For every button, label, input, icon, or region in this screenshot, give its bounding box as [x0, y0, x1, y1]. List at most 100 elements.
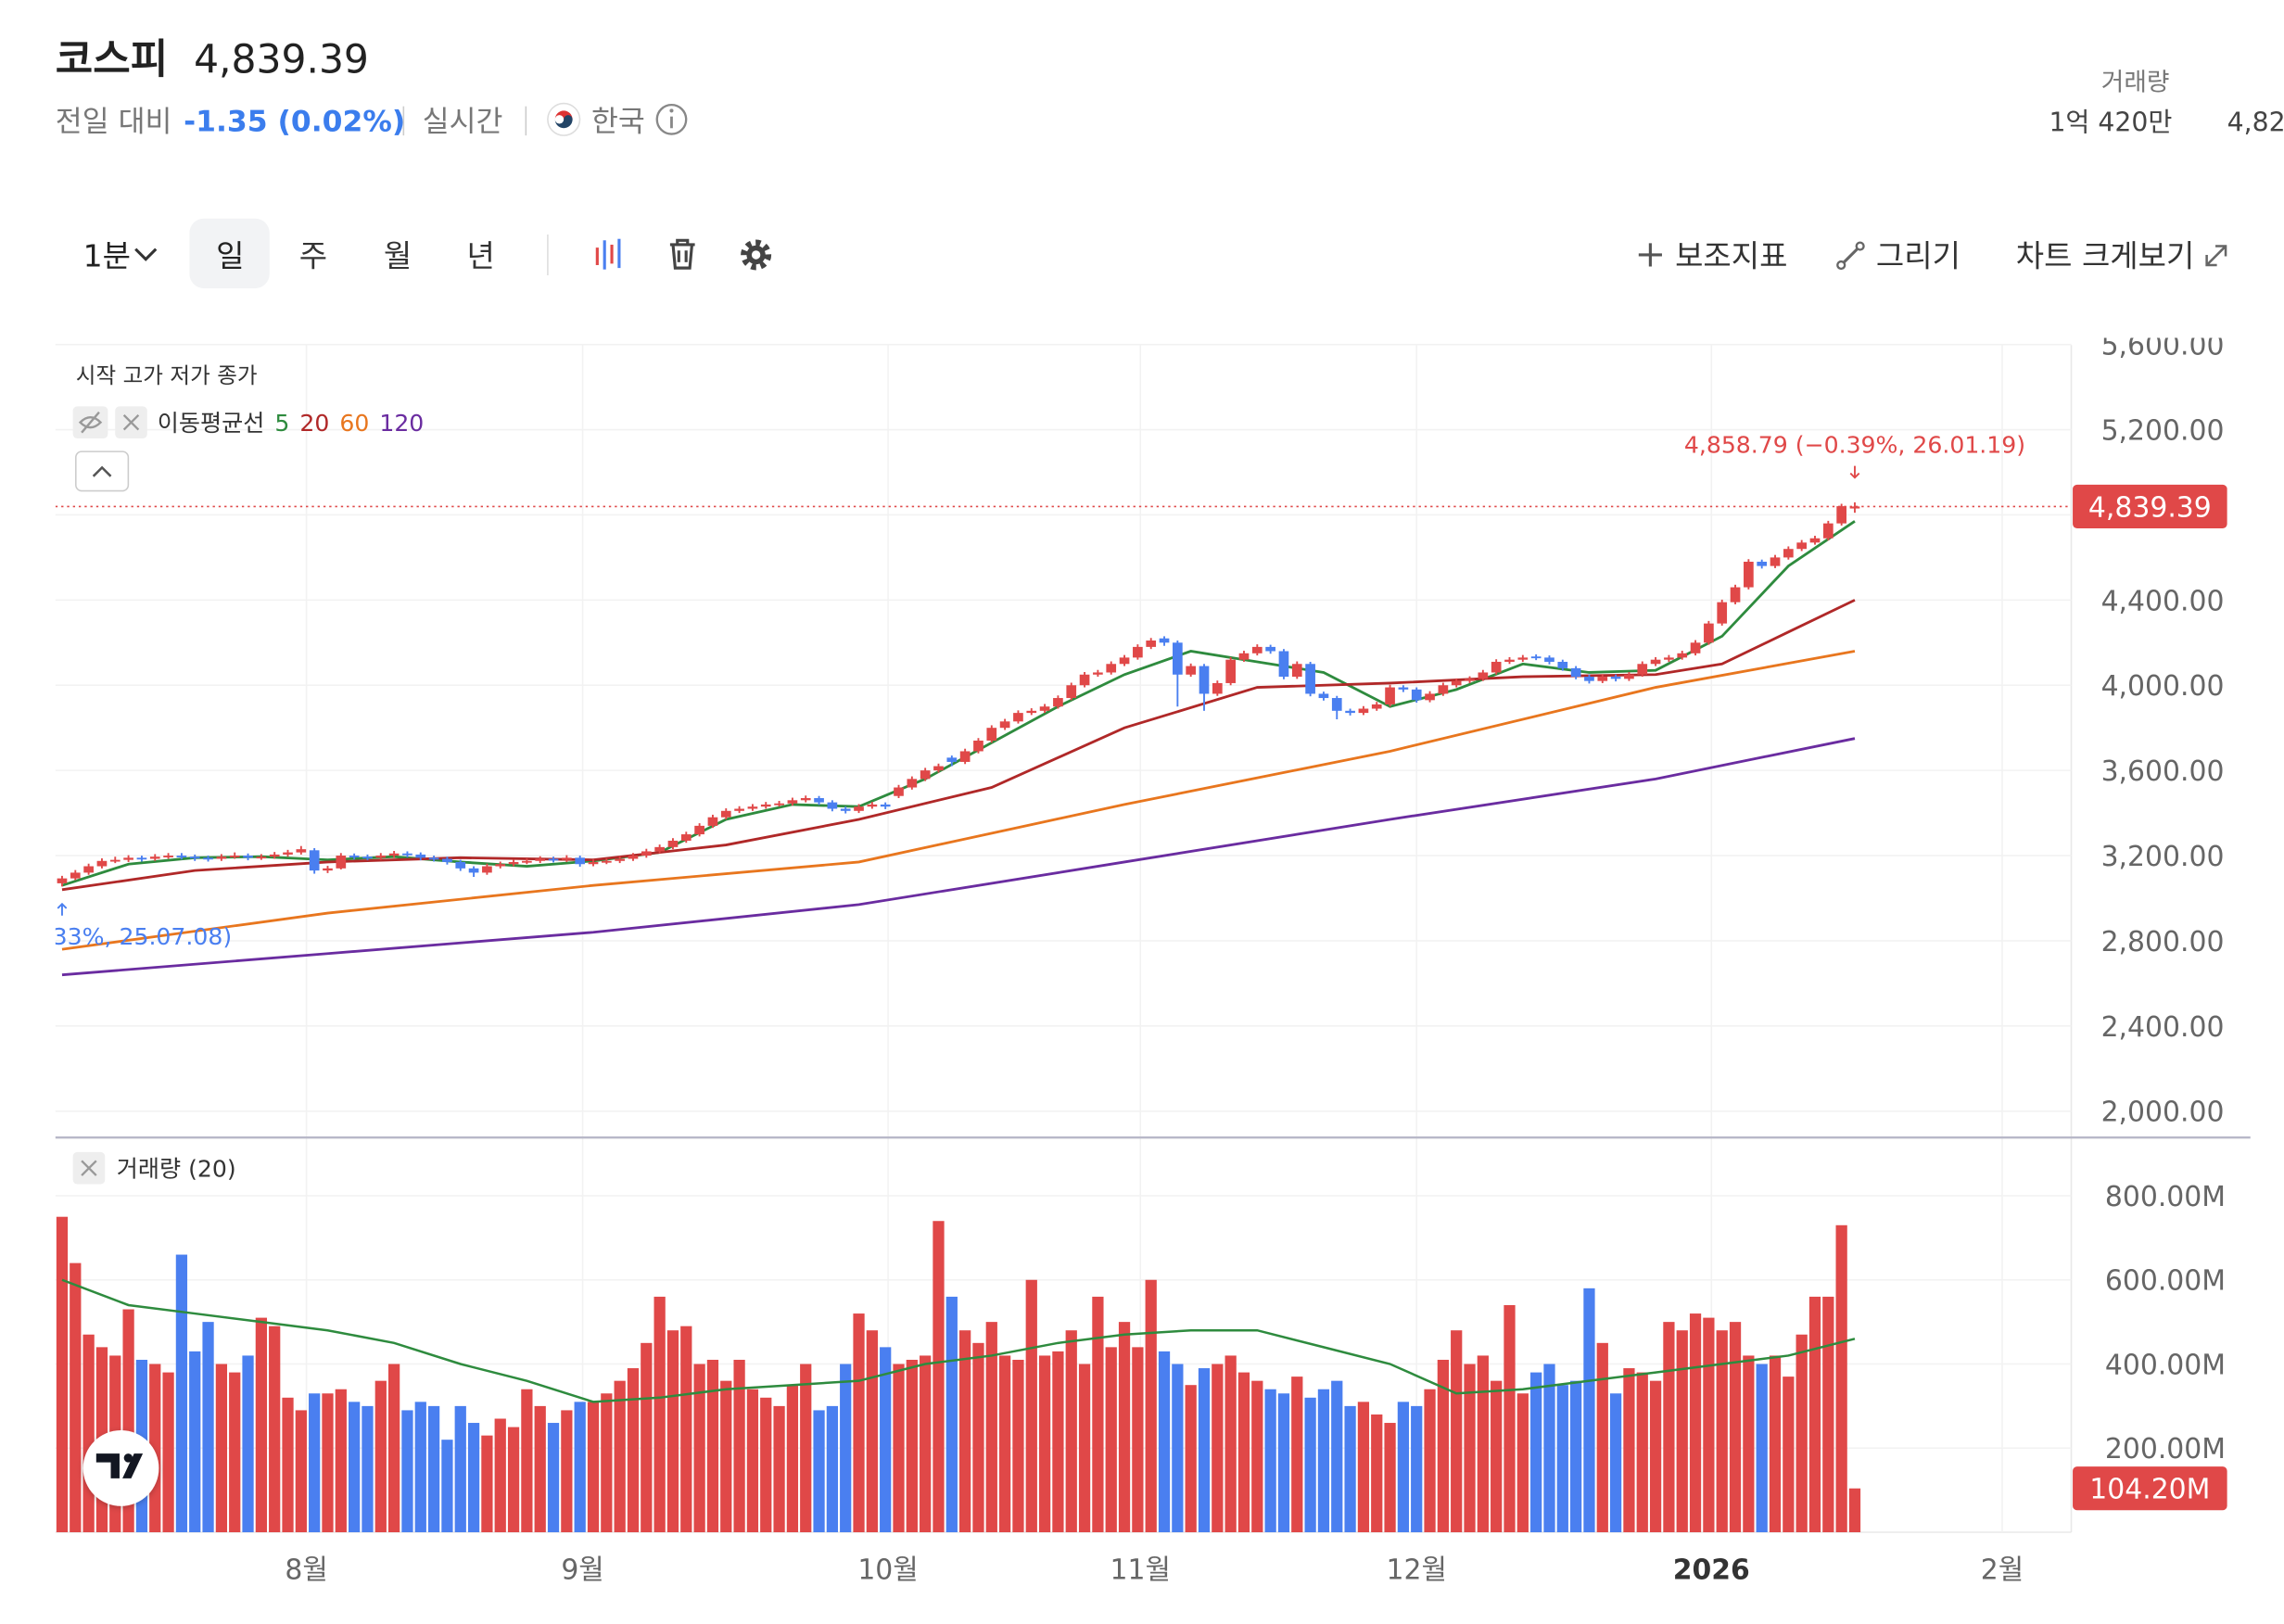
- remove-ma-button[interactable]: [115, 406, 147, 438]
- volume-bar: [998, 1355, 1011, 1533]
- volume-bar: [1172, 1364, 1184, 1533]
- period-tab[interactable]: 일: [216, 238, 244, 274]
- candle-body: [1690, 642, 1701, 653]
- candle-body: [1597, 677, 1608, 681]
- volume-bar: [1835, 1224, 1847, 1533]
- volume-bar: [693, 1364, 705, 1533]
- info-icon[interactable]: [655, 103, 688, 135]
- period-tab[interactable]: 월: [384, 238, 412, 274]
- candle-body: [734, 808, 744, 811]
- volume-bar: [149, 1364, 161, 1533]
- volume-bar: [387, 1364, 400, 1533]
- volume-bar: [1277, 1393, 1290, 1533]
- collapse-button[interactable]: [75, 450, 130, 492]
- volume-bar: [906, 1359, 918, 1533]
- volume-bar: [1331, 1380, 1343, 1533]
- candle-body: [1491, 661, 1502, 673]
- candle-body: [628, 856, 639, 859]
- volume-bar: [1012, 1359, 1024, 1533]
- indicators-button[interactable]: 보조지표: [1638, 238, 1788, 274]
- chart-type-button[interactable]: [595, 238, 621, 270]
- interval-dropdown[interactable]: 1분: [83, 238, 158, 274]
- candle-body: [243, 856, 253, 858]
- candle-body: [388, 853, 400, 856]
- candle-body: [1517, 657, 1529, 660]
- candle-body: [495, 864, 506, 867]
- price-pane: 4,858.79 (−0.39%, 26.01.19) 33%, 25.07.08…: [55, 432, 2072, 977]
- settings-button[interactable]: [741, 239, 772, 271]
- candle-body: [216, 856, 227, 859]
- candle-body: [1318, 693, 1329, 699]
- remove-volume-button[interactable]: [72, 1151, 106, 1185]
- x-tick-label: 9월: [561, 1554, 603, 1586]
- fullscreen-button[interactable]: 차트 크게보기: [2016, 238, 2227, 274]
- volume-bar: [454, 1405, 466, 1533]
- volume-bar: [1808, 1296, 1821, 1533]
- ma-legend-item: 120: [379, 410, 424, 437]
- delete-button[interactable]: [669, 238, 695, 270]
- volume-bar: [521, 1389, 533, 1533]
- volume-bar: [1317, 1389, 1330, 1533]
- candle-body: [362, 856, 373, 859]
- candle-body: [1385, 687, 1395, 704]
- volume-bar: [880, 1347, 892, 1533]
- candle-body: [1544, 657, 1554, 662]
- candle-body: [428, 857, 439, 860]
- period-tab[interactable]: 년: [466, 238, 494, 274]
- volume-bar: [282, 1397, 294, 1533]
- volume-bar: [1703, 1317, 1715, 1533]
- volume-bar: [1530, 1372, 1542, 1533]
- volume-bar: [1848, 1488, 1861, 1533]
- candle-body: [1744, 562, 1754, 588]
- volume-bar: [1583, 1288, 1595, 1533]
- change-label: 전일 대비: [56, 105, 172, 138]
- candle-body: [1199, 666, 1210, 694]
- candle-body: [747, 806, 758, 809]
- volume-bar: [614, 1380, 626, 1533]
- ma-title: 이동평균선: [158, 410, 265, 437]
- candle-body: [1836, 506, 1846, 524]
- candle-body: [800, 798, 811, 801]
- volume-bar: [467, 1423, 480, 1533]
- draw-button[interactable]: 그리기: [1836, 238, 1960, 274]
- volume-bar: [242, 1355, 254, 1533]
- candle-body: [296, 849, 307, 853]
- candle-body: [1159, 638, 1170, 643]
- candle-body: [442, 858, 452, 862]
- tradingview-logo[interactable]: [82, 1430, 159, 1506]
- candle-body: [1265, 646, 1275, 652]
- volume-bar: [175, 1254, 188, 1533]
- volume-bar: [189, 1351, 201, 1533]
- volume-bar: [1464, 1364, 1476, 1533]
- volume-bar: [813, 1410, 825, 1533]
- candle-body: [1251, 646, 1263, 653]
- volume-bar: [1344, 1405, 1356, 1533]
- candle-body: [1822, 523, 1834, 539]
- candle-body: [1013, 713, 1023, 722]
- candle-body: [336, 856, 347, 869]
- volume-bar: [1251, 1380, 1263, 1533]
- candle-body: [814, 798, 824, 803]
- candle-body: [508, 861, 519, 865]
- candle-body: [933, 766, 944, 771]
- candle-body: [535, 858, 546, 861]
- candle-body: [1291, 664, 1302, 678]
- candle-body: [654, 846, 665, 852]
- candle-body: [1106, 664, 1117, 673]
- candle-body: [1730, 587, 1741, 603]
- high-annotation: 4,858.79 (−0.39%, 26.01.19): [1684, 432, 2025, 459]
- volume-bar: [1065, 1330, 1077, 1533]
- candle-body: [1212, 682, 1223, 694]
- hide-ma-button[interactable]: [72, 406, 108, 438]
- x-tick-label: 8월: [285, 1554, 327, 1586]
- candle-body: [229, 856, 240, 857]
- extra-value: 4,82: [2227, 107, 2284, 137]
- volume-bar: [1477, 1355, 1489, 1533]
- volume-bar: [401, 1410, 413, 1533]
- candle-body: [694, 825, 704, 835]
- candle-body: [189, 856, 200, 859]
- volume-bar: [441, 1440, 453, 1533]
- period-tab[interactable]: 주: [299, 238, 327, 274]
- last-volume-box: [2073, 1466, 2227, 1511]
- candle-body: [894, 787, 904, 796]
